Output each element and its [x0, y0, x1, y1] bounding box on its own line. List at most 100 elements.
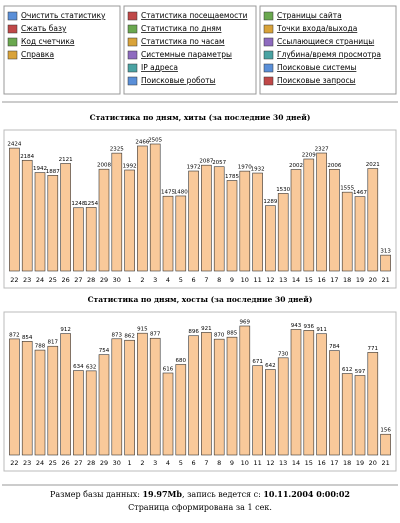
value-label: 313: [380, 249, 391, 255]
x-tick-label: 3: [153, 459, 157, 467]
x-tick-label: 7: [204, 459, 208, 467]
value-label: 896: [188, 329, 199, 335]
value-label: 872: [9, 332, 20, 338]
x-tick-label: 10: [241, 459, 249, 467]
bar: [226, 336, 238, 456]
bar: [265, 369, 276, 456]
value-label: 2209: [302, 153, 316, 159]
bar: [188, 170, 199, 272]
menu-link[interactable]: Поисковые роботы: [141, 76, 216, 85]
x-tick-label: 20: [369, 459, 377, 467]
menu-icon: [263, 50, 274, 60]
x-tick-label: 15: [305, 276, 313, 284]
value-label: 912: [60, 327, 71, 333]
x-tick-label: 1: [128, 459, 132, 467]
bar: [303, 330, 315, 456]
bar: [73, 370, 84, 456]
footer-part: , запись ведется с:: [182, 490, 263, 499]
value-label: 911: [316, 327, 327, 333]
value-label: 616: [163, 366, 174, 372]
menu-link[interactable]: Глубина/время просмотра: [277, 50, 381, 59]
bar: [290, 329, 302, 456]
bar: [162, 195, 174, 272]
value-label: 915: [137, 327, 148, 333]
footer-line: Страница сформирована за 1 сек.: [128, 503, 272, 512]
menu-link[interactable]: Сжать базу: [21, 24, 67, 33]
menu-link[interactable]: Точки входа/выхода: [276, 24, 357, 33]
bar: [47, 345, 59, 456]
bar: [111, 338, 123, 456]
menu-link[interactable]: Статистика посещаемости: [141, 11, 248, 20]
x-tick-label: 25: [49, 459, 57, 467]
value-label: 2327: [315, 147, 329, 153]
menu-icon: [263, 76, 274, 86]
menu-icon: [263, 11, 274, 21]
bar: [277, 357, 289, 456]
menu-link[interactable]: Справка: [21, 50, 54, 59]
x-tick-label: 11: [253, 459, 261, 467]
x-tick-label: 19: [356, 276, 364, 284]
x-tick-label: 2: [140, 276, 144, 284]
bar: [341, 191, 353, 272]
x-tick-label: 24: [36, 276, 44, 284]
menu-link[interactable]: Ссылающиеся страницы: [277, 37, 374, 46]
menu-link[interactable]: Очистить статистику: [21, 11, 106, 20]
value-label: 788: [35, 344, 46, 350]
value-label: 2121: [59, 157, 73, 163]
x-tick-label: 6: [192, 276, 196, 284]
value-label: 1887: [46, 169, 60, 175]
value-label: 817: [48, 340, 59, 346]
value-label: 597: [355, 369, 366, 375]
value-label: 1289: [263, 199, 277, 205]
value-label: 1480: [174, 189, 188, 195]
x-tick-label: 13: [279, 459, 287, 467]
menu-link[interactable]: Поисковые запросы: [277, 76, 356, 85]
bar: [316, 333, 327, 456]
value-label: 2008: [97, 163, 111, 169]
bar: [85, 207, 97, 272]
bar: [9, 338, 20, 456]
value-label: 1475: [161, 190, 175, 196]
bar: [175, 364, 187, 456]
x-tick-label: 21: [381, 459, 389, 467]
value-label: 936: [304, 324, 315, 330]
x-tick-label: 11: [253, 276, 261, 284]
value-label: 1467: [353, 190, 367, 196]
x-tick-label: 8: [217, 459, 221, 467]
x-tick-label: 2: [140, 459, 144, 467]
x-tick-label: 1: [128, 276, 132, 284]
value-label: 671: [252, 359, 263, 365]
bar: [85, 370, 97, 456]
bar: [290, 169, 302, 272]
menu-icon: [263, 63, 274, 73]
menu-link[interactable]: Системные параметры: [141, 50, 232, 59]
value-label: 642: [265, 363, 276, 369]
x-tick-label: 3: [153, 276, 157, 284]
value-label: 870: [214, 333, 225, 339]
x-tick-label: 12: [266, 276, 274, 284]
menu-icon: [127, 76, 138, 86]
menu-link[interactable]: Статистика по дням: [141, 24, 221, 33]
value-label: 634: [73, 364, 84, 370]
value-label: 969: [240, 320, 251, 326]
x-tick-label: 4: [166, 276, 170, 284]
bar: [354, 375, 366, 456]
bar: [367, 168, 379, 272]
x-tick-label: 20: [369, 276, 377, 284]
bar: [329, 168, 340, 272]
x-tick-label: 17: [330, 459, 338, 467]
x-tick-label: 16: [317, 459, 325, 467]
bar: [316, 152, 327, 272]
menu-link[interactable]: Код счетчика: [21, 37, 74, 46]
menu-link[interactable]: Статистика по часам: [141, 37, 225, 46]
x-tick-label: 12: [266, 459, 274, 467]
menu-link[interactable]: Поисковые системы: [277, 63, 356, 72]
x-tick-label: 26: [61, 276, 69, 284]
value-label: 2424: [7, 142, 21, 148]
menu-icon: [263, 37, 274, 47]
menu-link[interactable]: IP адреса: [141, 63, 178, 72]
x-tick-label: 28: [87, 276, 95, 284]
menu-link[interactable]: Страницы сайта: [277, 11, 342, 20]
bar: [47, 175, 59, 272]
